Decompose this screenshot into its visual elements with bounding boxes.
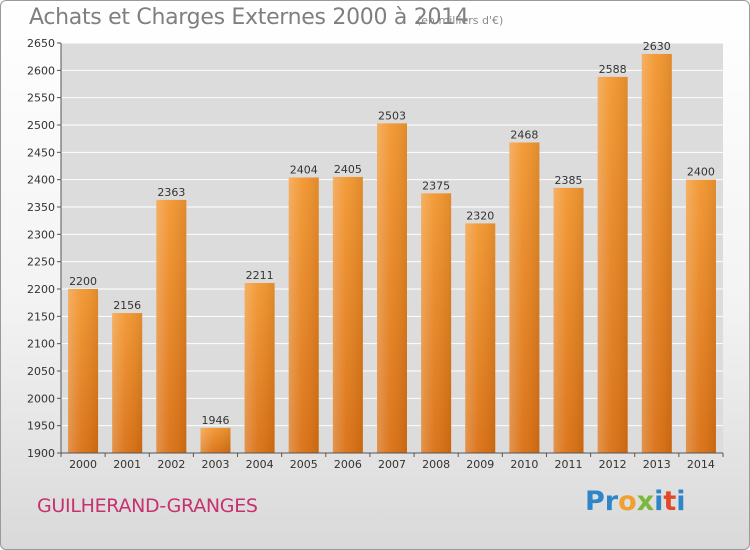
y-tick-label: 2300 xyxy=(27,228,55,241)
chart-subtitle: (en milliers d'€) xyxy=(417,14,504,27)
value-label-2006: 2405 xyxy=(334,163,362,176)
x-tick-label-2010: 2010 xyxy=(510,458,538,471)
x-tick-label-2002: 2002 xyxy=(157,458,185,471)
bar-shine-2013 xyxy=(641,53,672,453)
value-label-2012: 2588 xyxy=(599,63,627,76)
bar-shine-2010 xyxy=(509,142,540,453)
chart-title: Achats et Charges Externes 2000 à 2014 xyxy=(29,5,469,30)
value-label-2002: 2363 xyxy=(157,186,185,199)
logo-letter: r xyxy=(604,486,619,517)
value-label-2001: 2156 xyxy=(113,299,141,312)
city-name: GUILHERAND-GRANGES xyxy=(37,495,258,517)
y-tick-label: 2600 xyxy=(27,64,55,77)
bar-shine-2014 xyxy=(685,179,716,453)
bar-shine-2000 xyxy=(68,289,99,453)
y-tick-label: 2450 xyxy=(27,146,55,159)
value-label-2010: 2468 xyxy=(510,128,538,141)
x-tick-label-2007: 2007 xyxy=(378,458,406,471)
logo-letter: P xyxy=(585,486,605,517)
bar-shine-2004 xyxy=(244,282,275,453)
value-label-2000: 2200 xyxy=(69,275,97,288)
logo-letter: i xyxy=(676,486,686,517)
logo-letter: t xyxy=(663,486,677,517)
x-tick-label-2004: 2004 xyxy=(246,458,274,471)
bar-shine-2001 xyxy=(112,313,143,453)
x-tick-label-2005: 2005 xyxy=(290,458,318,471)
y-tick-label: 2500 xyxy=(27,119,55,132)
x-tick-label-2008: 2008 xyxy=(422,458,450,471)
y-tick-label: 2400 xyxy=(27,174,55,187)
y-tick-label: 2650 xyxy=(27,37,55,50)
value-label-2004: 2211 xyxy=(246,269,274,282)
y-tick-label: 1950 xyxy=(27,420,55,433)
y-tick-label: 2100 xyxy=(27,338,55,351)
logo-letter: i xyxy=(654,486,664,517)
y-tick-label: 2050 xyxy=(27,365,55,378)
x-tick-label-2003: 2003 xyxy=(201,458,229,471)
x-tick-label-2012: 2012 xyxy=(599,458,627,471)
y-tick-label: 2150 xyxy=(27,310,55,323)
value-label-2009: 2320 xyxy=(466,209,494,222)
y-tick-label: 2000 xyxy=(27,392,55,405)
value-label-2008: 2375 xyxy=(422,179,450,192)
y-tick-label: 2200 xyxy=(27,283,55,296)
value-label-2011: 2385 xyxy=(555,174,583,187)
x-tick-label-2013: 2013 xyxy=(643,458,671,471)
value-label-2007: 2503 xyxy=(378,109,406,122)
y-tick-label: 2550 xyxy=(27,92,55,105)
bar-shine-2006 xyxy=(332,176,363,453)
bar-shine-2005 xyxy=(288,177,319,454)
bar-shine-2003 xyxy=(200,427,231,453)
x-tick-label-2009: 2009 xyxy=(466,458,494,471)
logo-letter: x xyxy=(636,486,655,517)
bar-shine-2009 xyxy=(465,223,496,453)
value-label-2014: 2400 xyxy=(687,166,715,179)
bar-shine-2008 xyxy=(421,193,452,454)
value-label-2003: 1946 xyxy=(201,414,229,427)
value-label-2013: 2630 xyxy=(643,40,671,53)
bar-shine-2012 xyxy=(597,76,628,453)
y-tick-label: 2350 xyxy=(27,201,55,214)
x-tick-label-2001: 2001 xyxy=(113,458,141,471)
bar-shine-2002 xyxy=(156,199,187,453)
value-label-2005: 2404 xyxy=(290,163,318,176)
bar-shine-2007 xyxy=(377,123,407,454)
logo-letter: o xyxy=(618,486,637,517)
y-tick-label: 1900 xyxy=(27,447,55,460)
x-tick-label-2000: 2000 xyxy=(69,458,97,471)
proxiti-logo[interactable]: Proxiti xyxy=(585,486,686,517)
x-tick-label-2006: 2006 xyxy=(334,458,362,471)
x-tick-label-2011: 2011 xyxy=(555,458,583,471)
bar-shine-2011 xyxy=(553,187,584,453)
x-tick-label-2014: 2014 xyxy=(687,458,715,471)
y-tick-label: 2250 xyxy=(27,256,55,269)
